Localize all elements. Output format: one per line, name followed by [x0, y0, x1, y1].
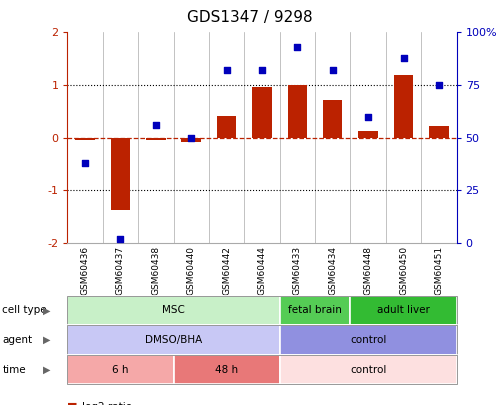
Bar	[279, 296, 350, 325]
Bar	[358, 131, 378, 138]
Bar	[182, 138, 201, 142]
Text: log2 ratio: log2 ratio	[82, 402, 132, 405]
Bar	[217, 115, 237, 138]
Bar	[67, 355, 174, 384]
Point	[152, 122, 160, 128]
Bar	[323, 100, 342, 138]
Bar	[75, 138, 95, 141]
Point	[258, 67, 266, 74]
Point	[116, 236, 124, 242]
Bar	[111, 138, 130, 210]
Bar	[350, 296, 457, 325]
Bar	[394, 75, 413, 138]
Bar	[279, 325, 457, 355]
Text: 48 h: 48 h	[215, 364, 238, 375]
Text: ▶: ▶	[42, 305, 50, 315]
Bar	[429, 126, 449, 138]
Text: ▶: ▶	[42, 335, 50, 345]
Text: DMSO/BHA: DMSO/BHA	[145, 335, 202, 345]
Point	[400, 54, 408, 61]
Point	[187, 134, 195, 141]
Text: time: time	[2, 364, 26, 375]
Point	[329, 67, 337, 74]
Point	[81, 160, 89, 166]
Text: ▶: ▶	[42, 364, 50, 375]
Point	[364, 113, 372, 120]
Text: fetal brain: fetal brain	[288, 305, 342, 315]
Bar	[174, 355, 279, 384]
Text: ■: ■	[67, 402, 78, 405]
Bar	[146, 138, 166, 141]
Text: MSC: MSC	[162, 305, 185, 315]
Point	[435, 82, 443, 88]
Bar	[67, 296, 279, 325]
Bar	[279, 355, 457, 384]
Text: control: control	[350, 364, 386, 375]
Text: agent: agent	[2, 335, 32, 345]
Point	[293, 44, 301, 50]
Text: 6 h: 6 h	[112, 364, 129, 375]
Text: adult liver: adult liver	[377, 305, 430, 315]
Text: cell type: cell type	[2, 305, 47, 315]
Bar	[252, 87, 271, 138]
Text: GDS1347 / 9298: GDS1347 / 9298	[187, 10, 312, 25]
Bar	[67, 325, 279, 355]
Point	[223, 67, 231, 74]
Text: control: control	[350, 335, 386, 345]
Bar	[287, 85, 307, 138]
